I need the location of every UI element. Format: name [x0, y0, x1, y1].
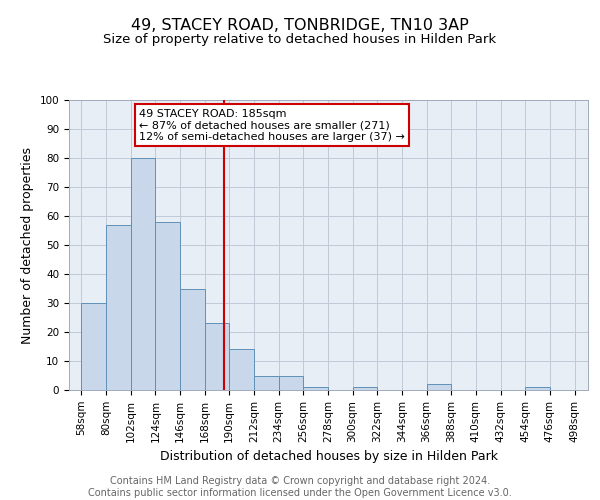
Bar: [525, 387, 550, 390]
Bar: [427, 384, 451, 390]
Bar: [180, 288, 205, 390]
Bar: [82, 303, 106, 390]
Bar: [131, 158, 155, 390]
Bar: [229, 350, 254, 390]
Text: Contains public sector information licensed under the Open Government Licence v3: Contains public sector information licen…: [88, 488, 512, 498]
Text: 49 STACEY ROAD: 185sqm
← 87% of detached houses are smaller (271)
12% of semi-de: 49 STACEY ROAD: 185sqm ← 87% of detached…: [139, 108, 405, 142]
Bar: [254, 376, 278, 390]
Text: 49, STACEY ROAD, TONBRIDGE, TN10 3AP: 49, STACEY ROAD, TONBRIDGE, TN10 3AP: [131, 18, 469, 32]
Bar: [106, 224, 131, 390]
Bar: [205, 324, 229, 390]
Text: Size of property relative to detached houses in Hilden Park: Size of property relative to detached ho…: [103, 32, 497, 46]
Y-axis label: Number of detached properties: Number of detached properties: [21, 146, 34, 344]
Bar: [353, 387, 377, 390]
Bar: [303, 387, 328, 390]
Text: Contains HM Land Registry data © Crown copyright and database right 2024.: Contains HM Land Registry data © Crown c…: [110, 476, 490, 486]
Bar: [278, 376, 303, 390]
X-axis label: Distribution of detached houses by size in Hilden Park: Distribution of detached houses by size …: [160, 450, 497, 463]
Bar: [155, 222, 180, 390]
